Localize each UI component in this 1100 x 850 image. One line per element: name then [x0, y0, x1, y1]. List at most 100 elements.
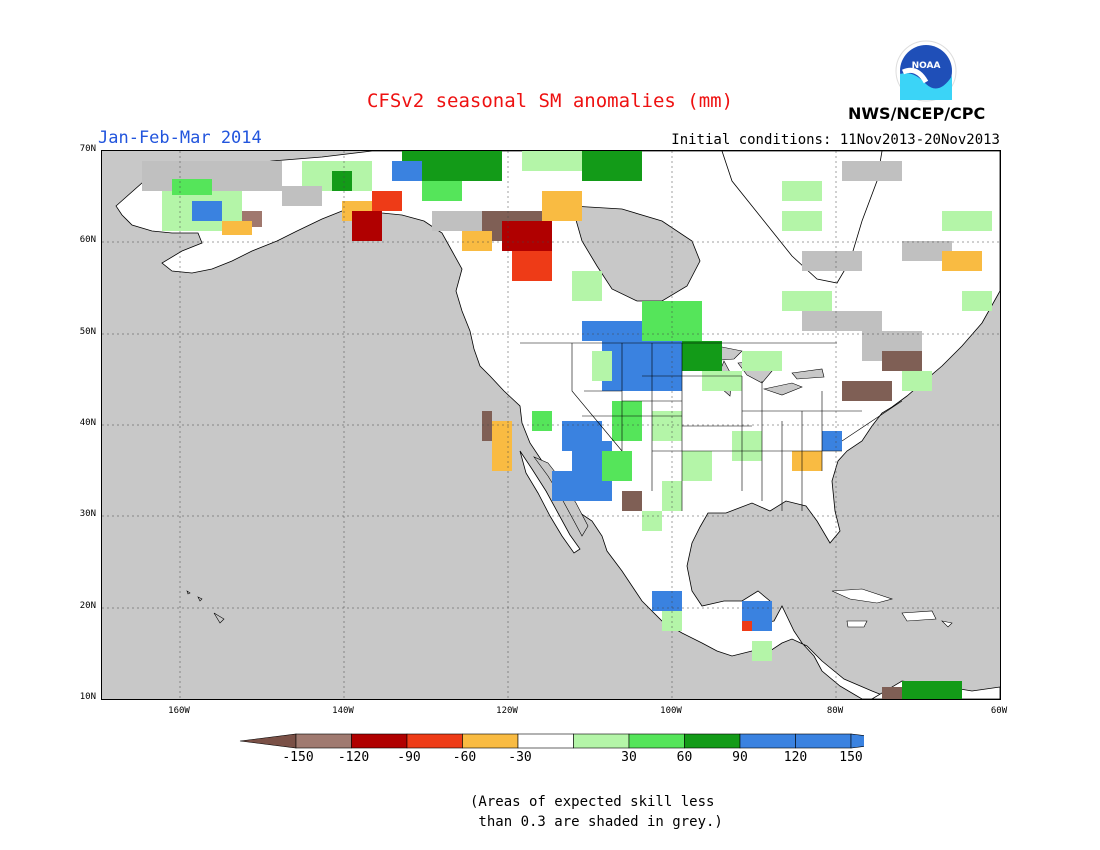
lon-label: 160W: [168, 706, 190, 716]
anomaly-cell: [622, 491, 642, 511]
anomaly-cell: [842, 161, 902, 181]
anomaly-cell: [842, 381, 892, 401]
anomaly-cell: [902, 241, 952, 261]
anomaly-cell: [702, 371, 742, 391]
anomaly-cell: [582, 151, 642, 181]
anomaly-cell: [372, 191, 402, 211]
anomaly-cell: [742, 621, 752, 631]
anomaly-cell: [942, 211, 992, 231]
anomaly-cell: [502, 221, 552, 251]
agency-label: NWS/NCEP/CPC: [848, 104, 986, 123]
colorbar-segment: [739, 733, 796, 749]
colorbar-tick-label: 150: [839, 750, 863, 765]
logo-text: NOAA: [912, 61, 941, 71]
colorbar-segment: [295, 733, 352, 749]
anomaly-cell: [532, 411, 552, 431]
colorbar-arrow-right: [850, 733, 864, 749]
chart-title: CFSv2 seasonal SM anomalies (mm): [366, 90, 734, 112]
caribbean-islands: [831, 588, 953, 628]
lat-label: 70N: [79, 144, 96, 154]
map-canvas: [102, 150, 1001, 700]
anomaly-cell: [652, 591, 682, 611]
skill-footnote: (Areas of expected skill less than 0.3 a…: [470, 794, 723, 830]
anomaly-cell: [522, 151, 582, 171]
lat-label: 50N: [79, 327, 96, 337]
colorbar-tick-label: -120: [337, 750, 370, 765]
colorbar-tick-label: -60: [452, 750, 477, 765]
anomaly-cell: [512, 251, 552, 281]
anomaly-cell: [222, 221, 252, 235]
colorbar-segment: [628, 733, 685, 749]
anomaly-cell: [882, 687, 902, 699]
anomaly-cell: [902, 371, 932, 391]
lon-label: 60W: [990, 706, 1008, 716]
baja-california-land: [519, 450, 581, 554]
anomaly-cell: [902, 681, 962, 699]
lon-label: 140W: [332, 706, 354, 716]
colorbar-arrow-left: [239, 733, 297, 749]
anomaly-cell: [802, 311, 882, 331]
anomaly-cell: [802, 251, 862, 271]
lat-label: 40N: [79, 418, 96, 428]
anomaly-cell: [552, 471, 572, 501]
colorbar-tick-label: 30: [621, 750, 637, 765]
lon-label: 100W: [660, 706, 682, 716]
anomaly-cell: [592, 351, 612, 381]
anomaly-cell: [172, 179, 212, 195]
anomaly-cell: [332, 171, 352, 191]
forecast-period: Jan-Feb-Mar 2014: [98, 128, 262, 148]
anomaly-cell: [782, 291, 832, 311]
lon-label: 80W: [826, 706, 844, 716]
colorbar-segment: [795, 733, 852, 749]
colorbar-tick-label: 60: [676, 750, 693, 765]
colorbar-segment: [573, 733, 630, 749]
colorbar-tick-label: 90: [732, 750, 748, 765]
anomaly-cell: [962, 291, 992, 311]
anomaly-cell: [612, 401, 642, 441]
noaa-logo-icon: NOAA: [895, 40, 957, 102]
initial-conditions: Initial conditions: 11Nov2013-20Nov2013: [671, 132, 1000, 148]
anomaly-cell: [392, 161, 422, 181]
anomaly-cell: [752, 641, 772, 661]
hudson-bay-water: [571, 205, 701, 302]
colorbar-segment: [351, 733, 408, 749]
lat-label: 10N: [79, 692, 96, 702]
colorbar-tick-label: -30: [508, 750, 532, 765]
anomaly-cell: [462, 231, 492, 251]
lat-label: 20N: [79, 601, 96, 611]
anomaly-cell: [542, 191, 582, 221]
colorbar-segment: [684, 733, 741, 749]
anomaly-cell: [652, 411, 682, 441]
anomaly-cell: [882, 351, 922, 371]
lat-label: 60N: [79, 235, 96, 245]
anomaly-cell: [422, 181, 462, 201]
anomaly-cell: [782, 181, 822, 201]
anomaly-cell: [602, 451, 632, 481]
anomaly-cell: [482, 411, 492, 441]
state-borders: [520, 342, 903, 511]
anomaly-cell: [642, 511, 662, 531]
anomaly-cell: [742, 351, 782, 371]
colorbar-segment: [406, 733, 463, 749]
colorbar: [239, 733, 864, 749]
anomaly-cell: [352, 211, 382, 241]
anomaly-cell: [942, 251, 982, 271]
colorbar-tick-label: -90: [397, 750, 421, 765]
colorbar-segment: [517, 733, 574, 749]
anomaly-cell: [682, 341, 722, 371]
anomaly-cell: [822, 431, 842, 451]
hawaii-islands: [186, 590, 225, 624]
graticule: [102, 151, 1000, 699]
lat-label: 30N: [79, 509, 96, 519]
colorbar-tick-label: -150: [282, 750, 314, 765]
anomaly-cell: [432, 211, 492, 231]
colorbar-tick-label: 120: [783, 750, 808, 765]
anomaly-cell: [682, 451, 712, 481]
anomaly-cell: [572, 271, 602, 301]
anomaly-cell: [192, 201, 222, 221]
anomaly-cell: [782, 211, 822, 231]
anomaly-cell: [492, 421, 512, 471]
colorbar-segment: [462, 733, 519, 749]
anomaly-cell: [732, 431, 762, 461]
anomaly-map: [101, 150, 1001, 700]
